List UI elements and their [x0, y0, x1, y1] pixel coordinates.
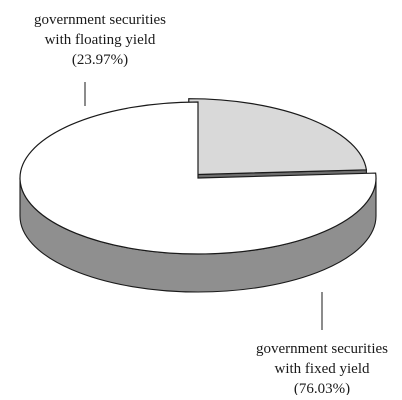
pie-slice-1 [19, 101, 377, 255]
slice-label-1-line-1: with fixed yield [275, 361, 370, 377]
pie-slice-0 [188, 98, 368, 176]
leader-lines [84, 82, 323, 330]
slice-label-1: government securities with fixed yield (76… [256, 341, 388, 395]
slice-label-0: government securities with floating yield… [34, 12, 166, 68]
pie-tops [19, 98, 377, 255]
slice-label-0-line-1: with floating yield [45, 32, 156, 48]
slice-label-1-line-2: (76.03%) [294, 381, 350, 395]
slice-label-1-line-0: government securities [256, 341, 388, 357]
slice-label-0-line-2: (23.97%) [72, 52, 128, 68]
slice-label-0-line-0: government securities [34, 12, 166, 28]
slice-labels: government securities with floating yield… [34, 12, 388, 397]
